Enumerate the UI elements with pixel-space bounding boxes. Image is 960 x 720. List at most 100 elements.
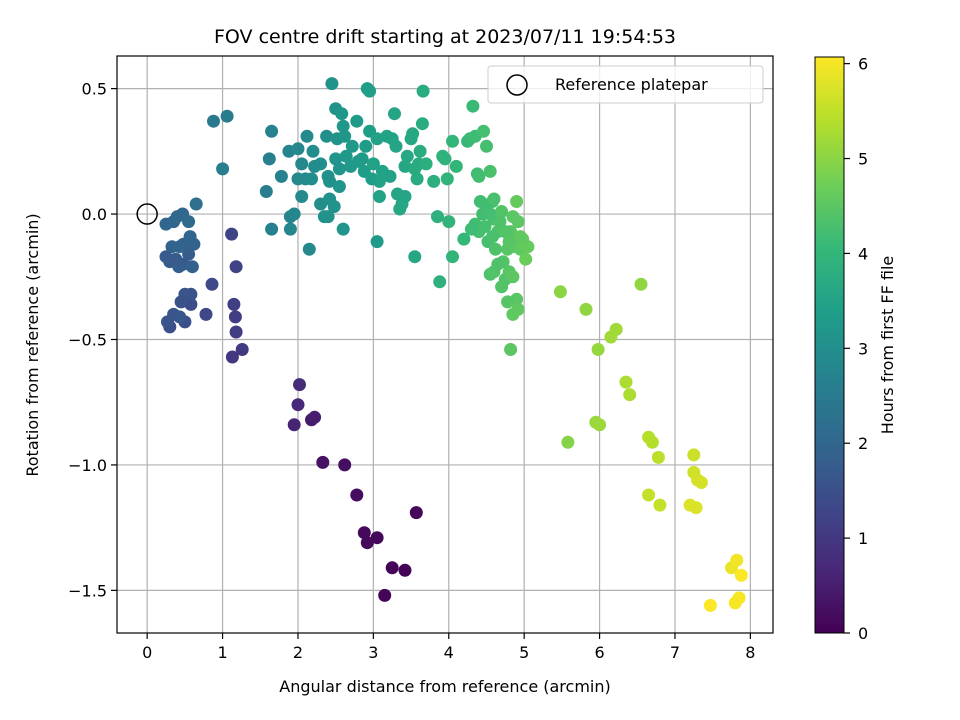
- data-point: [295, 190, 309, 203]
- data-point: [495, 280, 509, 294]
- data-point: [235, 343, 249, 356]
- data-point: [427, 174, 441, 188]
- data-point: [332, 180, 346, 193]
- data-point: [360, 536, 374, 550]
- data-point: [642, 488, 656, 502]
- data-point: [651, 450, 665, 464]
- colorbar-tick-label: 2: [858, 434, 868, 453]
- data-point: [703, 598, 717, 612]
- data-point: [172, 260, 186, 274]
- colorbar-tick-label: 5: [858, 150, 868, 169]
- data-point: [438, 152, 452, 166]
- data-point: [300, 129, 314, 143]
- data-point: [413, 144, 427, 158]
- y-tick-label: −0.5: [68, 330, 107, 349]
- data-point: [205, 277, 219, 291]
- data-point: [370, 235, 384, 249]
- data-point: [228, 310, 242, 324]
- colorbar-tick-label: 3: [858, 339, 868, 358]
- legend-marker-circle-icon: [506, 74, 528, 96]
- y-tick-label: 0.5: [82, 80, 107, 99]
- data-point: [483, 207, 497, 221]
- x-tick-label: 4: [444, 643, 454, 662]
- data-point: [478, 220, 492, 234]
- data-point: [477, 124, 490, 138]
- data-point: [182, 215, 196, 229]
- data-point: [370, 531, 384, 545]
- data-point: [446, 250, 459, 264]
- data-point: [216, 162, 230, 176]
- data-point: [189, 197, 203, 211]
- data-points: [159, 77, 748, 612]
- data-point: [287, 207, 301, 221]
- data-point: [480, 139, 493, 153]
- data-point: [442, 215, 456, 229]
- data-point: [389, 139, 403, 153]
- data-point: [350, 488, 364, 502]
- data-point: [207, 114, 220, 128]
- x-tick-label: 0: [142, 643, 152, 662]
- data-point: [504, 343, 518, 356]
- data-point: [185, 260, 199, 274]
- data-point: [385, 561, 399, 575]
- colorbar-tick-label: 6: [858, 55, 868, 74]
- data-point: [398, 159, 412, 173]
- data-point: [634, 277, 648, 291]
- x-axis-label: Angular distance from reference (arcmin): [279, 677, 610, 696]
- data-point: [338, 458, 352, 472]
- data-point: [519, 252, 533, 266]
- data-point: [350, 114, 364, 128]
- x-tick-label: 2: [293, 643, 303, 662]
- data-point: [446, 134, 459, 148]
- data-point: [408, 250, 422, 264]
- data-point: [689, 501, 703, 515]
- data-point: [336, 119, 350, 133]
- data-point: [372, 174, 386, 188]
- data-point: [229, 325, 243, 339]
- data-point: [225, 227, 239, 241]
- data-point: [687, 448, 701, 462]
- data-point: [501, 295, 515, 309]
- data-point: [291, 142, 305, 156]
- data-point: [431, 210, 444, 224]
- data-point: [321, 210, 335, 224]
- data-point: [183, 230, 197, 244]
- data-point: [406, 127, 420, 141]
- data-point: [521, 240, 535, 254]
- data-point: [388, 107, 401, 121]
- data-point: [464, 222, 478, 236]
- data-point: [363, 84, 377, 98]
- x-tick-label: 8: [745, 643, 755, 662]
- data-point: [734, 568, 748, 582]
- data-point: [398, 563, 412, 577]
- data-point: [184, 297, 198, 311]
- data-point: [433, 275, 447, 289]
- data-point: [291, 398, 305, 412]
- data-point: [579, 302, 593, 316]
- data-point: [265, 222, 279, 236]
- data-point: [372, 190, 386, 203]
- data-point: [338, 129, 352, 143]
- colorbar-frame: [814, 56, 845, 634]
- data-point: [653, 498, 667, 512]
- data-point: [593, 418, 607, 432]
- data-point: [357, 526, 371, 540]
- data-point: [327, 200, 341, 213]
- data-point: [502, 235, 516, 249]
- data-point: [325, 77, 339, 91]
- data-point: [694, 476, 708, 489]
- data-point: [378, 588, 392, 602]
- y-axis-ticks: 0.5 0.0 −0.5 −1.0 −1.5: [68, 80, 117, 600]
- x-tick-label: 5: [519, 643, 529, 662]
- data-point: [609, 322, 623, 336]
- data-point: [336, 222, 350, 236]
- legend: Reference platepar: [487, 65, 764, 104]
- data-point: [259, 185, 273, 198]
- data-point: [355, 152, 369, 166]
- plot-frame: [116, 55, 774, 634]
- data-point: [345, 139, 359, 153]
- data-point: [513, 230, 527, 244]
- data-point: [316, 455, 330, 469]
- data-point: [339, 149, 353, 163]
